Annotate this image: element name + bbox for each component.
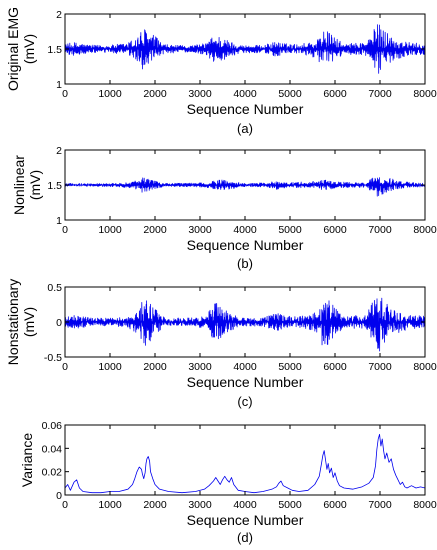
y-tick-label: 1	[56, 215, 62, 227]
x-tick-label: 1000	[98, 224, 122, 236]
y-tick-label: -0.5	[44, 352, 62, 364]
panel-c: 0 1000 2000 3000 4000 5000 6000 7000 8000-0.500.…	[5, 279, 437, 409]
y-tick-label: 0.06	[42, 420, 63, 432]
x-tick-label: 0	[62, 499, 68, 511]
y-tick-label: 1.5	[47, 44, 62, 56]
x-tick-label: 8000	[413, 88, 437, 100]
y-tick-label: 2	[56, 9, 62, 21]
x-tick-label: 1000	[98, 499, 122, 511]
x-tick-label: 2000	[143, 499, 167, 511]
x-tick-label: 7000	[368, 88, 392, 100]
x-axis-label: Sequence Number	[187, 237, 304, 253]
panel-a: 0 1000 2000 3000 4000 5000 6000 7000 8000 1 1.5 2 Se…	[5, 7, 437, 136]
x-tick-label: 7000	[368, 499, 392, 511]
x-tick-label: 3000	[188, 224, 212, 236]
x-tick-label: 5000	[278, 361, 302, 373]
x-tick-label: 8000	[413, 499, 437, 511]
x-tick-label: 5000	[278, 88, 302, 100]
series-line-c	[64, 297, 426, 352]
x-tick-label: 7000	[368, 224, 392, 236]
x-tick-label: 3000	[188, 499, 212, 511]
y-axis-label: Nonlinear	[11, 155, 27, 215]
x-axis-label: Sequence Number	[187, 101, 304, 117]
x-tick-label: 4000	[233, 88, 257, 100]
x-axis-label: Sequence Number	[187, 512, 304, 528]
y-tick-label: 1.5	[47, 180, 62, 192]
y-axis-unit: (mV)	[27, 170, 43, 200]
y-tick-label: 0	[56, 490, 62, 502]
y-axis-unit: (mV)	[21, 307, 37, 337]
x-tick-label: 3000	[188, 361, 212, 373]
y-axis-label: Variance	[19, 433, 35, 487]
panel-caption: (a)	[237, 121, 253, 136]
panel-d: 0 1000 2000 3000 4000 5000 6000 7000 8000 0 0.02 0.…	[19, 420, 437, 545]
y-axis-label: Nonstationary	[5, 279, 21, 365]
x-tick-label: 0	[62, 361, 68, 373]
panel-caption: (d)	[237, 530, 253, 545]
x-tick-label: 5000	[278, 224, 302, 236]
x-tick-label: 4000	[233, 224, 257, 236]
x-tick-label: 0	[62, 224, 68, 236]
x-tick-label: 4000	[233, 361, 257, 373]
y-tick-label: 1	[56, 79, 62, 91]
series-line-a	[64, 24, 426, 74]
x-tick-label: 6000	[323, 361, 347, 373]
x-axis-label: Sequence Number	[187, 374, 304, 390]
x-tick-label: 4000	[233, 499, 257, 511]
y-tick-label: 0	[56, 317, 62, 329]
x-tick-label: 8000	[413, 224, 437, 236]
panel-caption: (c)	[237, 394, 252, 409]
x-tick-label: 6000	[323, 224, 347, 236]
x-tick-label: 6000	[323, 499, 347, 511]
x-tick-label: 3000	[188, 88, 212, 100]
x-tick-label: 5000	[278, 499, 302, 511]
x-tick-label: 2000	[143, 224, 167, 236]
x-tick-label: 8000	[413, 361, 437, 373]
y-tick-label: 0.5	[47, 282, 62, 294]
panel-caption: (b)	[237, 256, 253, 271]
axes-box-d	[64, 424, 426, 496]
x-tick-label: 1000	[98, 88, 122, 100]
panel-b: 0 1000 2000 3000 4000 5000 6000 7000 8000 1 1.5 2 Se…	[11, 145, 437, 271]
y-axis-label: Original EMG	[5, 7, 21, 91]
y-tick-label: 2	[56, 145, 62, 157]
x-tick-label: 2000	[143, 361, 167, 373]
y-tick-label: 0.04	[42, 443, 63, 455]
y-tick-label: 0.02	[42, 467, 63, 479]
x-tick-label: 6000	[323, 88, 347, 100]
x-tick-label: 2000	[143, 88, 167, 100]
series-line-b	[64, 177, 426, 197]
x-tick-label: 1000	[98, 361, 122, 373]
x-tick-label: 0	[62, 88, 68, 100]
y-axis-unit: (mV)	[21, 34, 37, 64]
series-line-d	[64, 433, 426, 494]
x-tick-label: 7000	[368, 361, 392, 373]
